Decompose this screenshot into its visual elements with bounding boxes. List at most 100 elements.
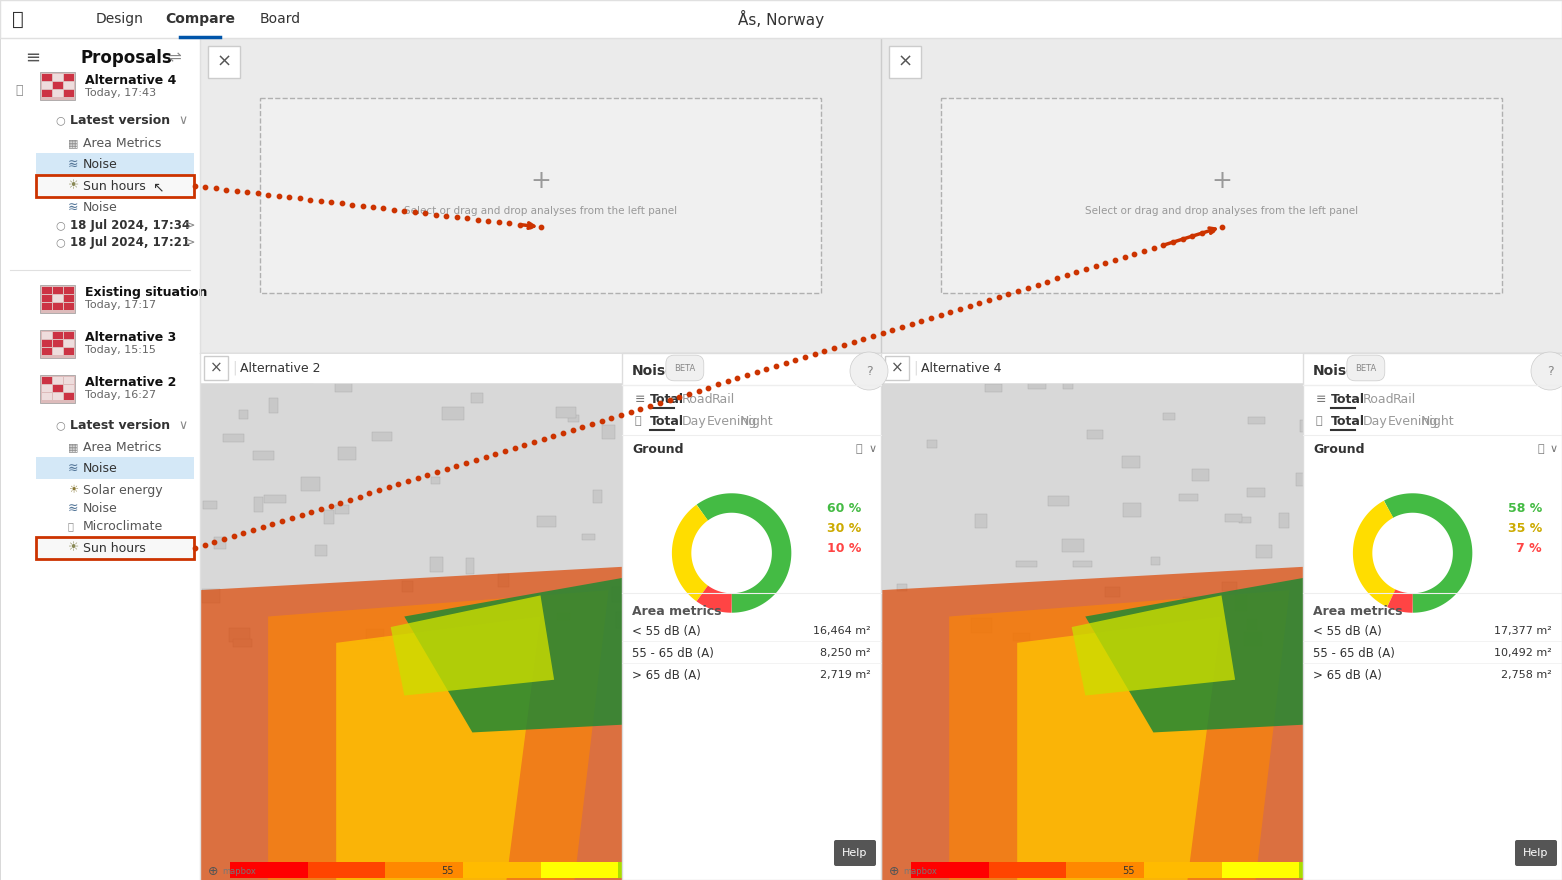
Bar bbox=[53, 295, 62, 302]
FancyBboxPatch shape bbox=[205, 356, 228, 380]
Text: |: | bbox=[233, 361, 237, 375]
Bar bbox=[0, 0, 1562, 38]
Bar bbox=[230, 862, 308, 878]
Text: Noise: Noise bbox=[1314, 364, 1357, 378]
Bar bbox=[334, 381, 353, 392]
Bar bbox=[64, 295, 73, 302]
Bar bbox=[1300, 862, 1376, 878]
Text: 16,464 m²: 16,464 m² bbox=[814, 626, 872, 636]
Bar bbox=[569, 414, 580, 422]
Text: > 65 dB (A): > 65 dB (A) bbox=[1314, 669, 1382, 681]
Bar bbox=[442, 407, 464, 421]
Bar bbox=[1256, 545, 1271, 558]
Bar bbox=[64, 90, 73, 97]
Text: © 2D ▼: © 2D ▼ bbox=[1503, 866, 1540, 876]
Text: 10 %: 10 % bbox=[826, 541, 861, 554]
Bar bbox=[64, 393, 73, 400]
Text: 7 %: 7 % bbox=[1517, 541, 1542, 554]
Bar bbox=[372, 432, 392, 441]
Text: ○: ○ bbox=[55, 420, 64, 430]
Text: ☀: ☀ bbox=[69, 485, 78, 495]
Bar bbox=[42, 348, 52, 355]
Bar bbox=[42, 303, 52, 310]
Text: Alternative 2: Alternative 2 bbox=[239, 362, 320, 375]
Text: Help: Help bbox=[1523, 848, 1548, 858]
Bar bbox=[773, 862, 851, 878]
Bar bbox=[64, 340, 73, 347]
Bar bbox=[1221, 582, 1237, 590]
Text: 35 %: 35 % bbox=[1507, 522, 1542, 534]
Text: 2,719 m²: 2,719 m² bbox=[820, 670, 872, 680]
Bar bbox=[1239, 517, 1251, 524]
Text: 👁: 👁 bbox=[856, 444, 862, 454]
Bar bbox=[1020, 367, 1040, 380]
FancyBboxPatch shape bbox=[36, 175, 194, 197]
Text: © 2D ▼: © 2D ▼ bbox=[822, 866, 859, 876]
Text: ≡: ≡ bbox=[1315, 392, 1326, 406]
Bar bbox=[1143, 862, 1221, 878]
Bar bbox=[431, 477, 440, 484]
Bar bbox=[42, 82, 52, 89]
Bar bbox=[615, 612, 633, 627]
Bar bbox=[989, 862, 1067, 878]
Bar bbox=[537, 516, 556, 526]
Text: Ground: Ground bbox=[633, 443, 684, 456]
Text: 18 Jul 2024, 17:34: 18 Jul 2024, 17:34 bbox=[70, 218, 191, 231]
Text: 2,758 m²: 2,758 m² bbox=[1501, 670, 1553, 680]
Text: Microclimate: Microclimate bbox=[83, 519, 164, 532]
Bar bbox=[622, 353, 881, 880]
Bar bbox=[42, 287, 52, 294]
Bar bbox=[42, 393, 52, 400]
Text: < 55 dB (A): < 55 dB (A) bbox=[633, 625, 701, 637]
Polygon shape bbox=[336, 617, 540, 880]
Polygon shape bbox=[1086, 575, 1357, 732]
Bar bbox=[1303, 353, 1562, 880]
Text: Noise: Noise bbox=[83, 201, 117, 214]
Text: Today, 17:17: Today, 17:17 bbox=[84, 300, 156, 310]
Polygon shape bbox=[390, 596, 555, 695]
Text: ☀: ☀ bbox=[69, 180, 80, 193]
Bar bbox=[53, 287, 62, 294]
Text: Noise: Noise bbox=[633, 364, 676, 378]
Text: Rail: Rail bbox=[1393, 392, 1417, 406]
Bar bbox=[1279, 513, 1289, 528]
Bar bbox=[301, 477, 320, 491]
Text: Today, 15:15: Today, 15:15 bbox=[84, 345, 156, 355]
Bar bbox=[1236, 595, 1246, 611]
Bar bbox=[1087, 429, 1103, 439]
FancyBboxPatch shape bbox=[1515, 840, 1557, 866]
Text: ≡: ≡ bbox=[634, 392, 645, 406]
Text: ∨: ∨ bbox=[1550, 444, 1559, 454]
Text: Noise: Noise bbox=[83, 158, 117, 171]
Bar bbox=[64, 303, 73, 310]
Text: Alternative 2: Alternative 2 bbox=[84, 376, 177, 388]
Bar bbox=[1321, 384, 1336, 392]
Text: 55 - 65 dB (A): 55 - 65 dB (A) bbox=[1314, 647, 1395, 659]
Text: ≋: ≋ bbox=[69, 201, 78, 214]
Text: ∨: ∨ bbox=[178, 114, 187, 127]
Bar bbox=[53, 393, 62, 400]
Bar bbox=[308, 862, 386, 878]
Bar bbox=[53, 303, 62, 310]
Text: Night: Night bbox=[740, 414, 773, 428]
Bar bbox=[897, 583, 908, 590]
Bar bbox=[430, 557, 442, 573]
Bar bbox=[1048, 496, 1068, 506]
Text: |: | bbox=[914, 361, 918, 375]
Bar bbox=[53, 82, 62, 89]
Bar bbox=[1376, 862, 1454, 878]
Bar bbox=[1067, 862, 1143, 878]
Text: Day: Day bbox=[683, 414, 708, 428]
Polygon shape bbox=[1072, 596, 1236, 695]
Text: ≋: ≋ bbox=[69, 158, 78, 171]
Bar bbox=[462, 862, 540, 878]
Text: Select or drag and drop analyses from the left panel: Select or drag and drop analyses from th… bbox=[1086, 206, 1357, 216]
Text: ⊕: ⊕ bbox=[851, 361, 864, 376]
Text: Area Metrics: Area Metrics bbox=[83, 136, 161, 150]
Bar bbox=[64, 348, 73, 355]
Bar bbox=[314, 545, 326, 556]
Bar bbox=[498, 574, 509, 587]
Bar bbox=[1246, 488, 1265, 497]
Text: ×: × bbox=[898, 53, 912, 71]
Text: 👥: 👥 bbox=[16, 84, 22, 97]
